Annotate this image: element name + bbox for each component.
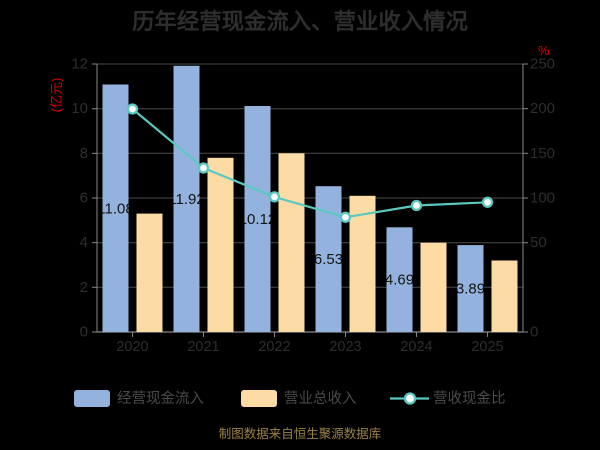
- svg-text:2025: 2025: [471, 339, 503, 355]
- svg-text:2024: 2024: [400, 339, 432, 355]
- svg-text:2023: 2023: [329, 339, 361, 355]
- svg-text:150: 150: [530, 145, 555, 162]
- svg-text:50: 50: [530, 234, 547, 251]
- svg-text:4: 4: [80, 234, 88, 251]
- svg-text:6: 6: [80, 190, 88, 207]
- svg-text:3.89: 3.89: [456, 281, 485, 298]
- svg-text:营收现金比: 营收现金比: [433, 390, 506, 407]
- svg-text:2020: 2020: [116, 339, 148, 355]
- svg-text:2: 2: [80, 279, 88, 296]
- svg-text:11.92: 11.92: [168, 191, 204, 208]
- svg-text:历年经营现金流入、营业收入情况: 历年经营现金流入、营业收入情况: [132, 8, 468, 34]
- svg-text:2021: 2021: [187, 339, 219, 355]
- svg-text:0: 0: [80, 324, 88, 341]
- svg-text:4.69: 4.69: [385, 272, 414, 289]
- svg-text:营业总收入: 营业总收入: [284, 390, 357, 407]
- svg-text:8: 8: [80, 145, 88, 162]
- svg-text:10: 10: [71, 100, 88, 117]
- svg-text:100: 100: [530, 190, 555, 207]
- svg-text:250: 250: [530, 56, 555, 73]
- svg-text:12: 12: [71, 56, 88, 73]
- svg-text:11.08: 11.08: [97, 200, 133, 217]
- svg-text:制图数据来自恒生聚源数据库: 制图数据来自恒生聚源数据库: [219, 426, 382, 441]
- svg-text:%: %: [538, 43, 550, 58]
- svg-text:2022: 2022: [258, 339, 290, 355]
- svg-text:经营现金流入: 经营现金流入: [117, 390, 204, 407]
- svg-text:6.53: 6.53: [314, 251, 343, 268]
- svg-text:200: 200: [530, 100, 555, 117]
- svg-text:0: 0: [530, 324, 538, 341]
- svg-text:(亿元): (亿元): [49, 78, 64, 113]
